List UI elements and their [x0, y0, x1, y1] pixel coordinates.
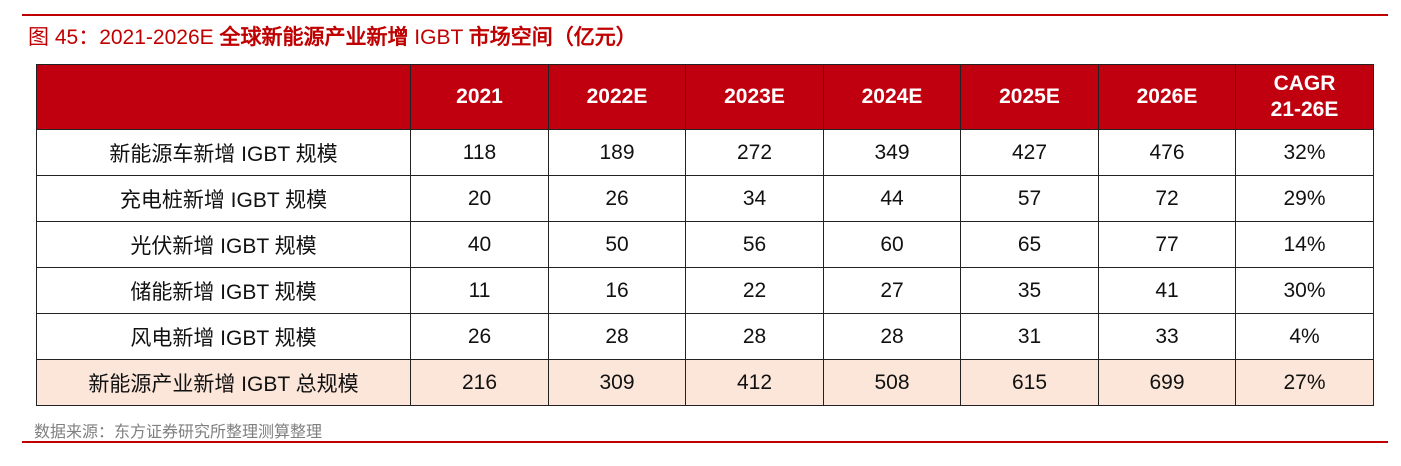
- row-label-cell: 光伏新增 IGBT 规模: [36, 221, 411, 268]
- value-cell: 309: [548, 359, 686, 406]
- row-label-cell: 风电新增 IGBT 规模: [36, 313, 411, 360]
- value-cell: 31: [960, 313, 1099, 360]
- value-cell: 349: [823, 129, 961, 176]
- header-cagr-cell: CAGR 21-26E: [1235, 64, 1374, 130]
- value-cell: 476: [1098, 129, 1236, 176]
- table-row: 风电新增 IGBT 规模 26 28 28 28 31 33 4%: [36, 313, 1374, 360]
- table-row: 储能新增 IGBT 规模 11 16 22 27 35 41 30%: [36, 267, 1374, 314]
- header-year-cell: 2026E: [1098, 64, 1236, 130]
- header-year-cell: 2025E: [960, 64, 1099, 130]
- cagr-line2: 21-26E: [1270, 98, 1339, 121]
- value-cell: 72: [1098, 175, 1236, 222]
- value-cell: 699: [1098, 359, 1236, 406]
- figure-caption: 图 45：2021-2026E 全球新能源产业新增 IGBT 市场空间（亿元）: [28, 18, 637, 58]
- value-cell: 26: [548, 175, 686, 222]
- caption-bold-part1: 全球新能源产业新增: [219, 26, 409, 49]
- value-cell: 412: [685, 359, 824, 406]
- header-year-cell: 2021: [410, 64, 549, 130]
- header-row: 2021 2022E 2023E 2024E 2025E 2026E CAGR 2…: [36, 64, 1374, 130]
- value-cell: 57: [960, 175, 1099, 222]
- row-label-cell: 新能源产业新增 IGBT 总规模: [36, 359, 411, 406]
- value-cell: 56: [685, 221, 824, 268]
- value-cell: 27: [823, 267, 961, 314]
- header-year-cell: 2024E: [823, 64, 961, 130]
- table-row: 光伏新增 IGBT 规模 40 50 56 60 65 77 14%: [36, 221, 1374, 268]
- top-rule: [22, 14, 1388, 16]
- bottom-rule: [22, 441, 1388, 443]
- value-cell: 50: [548, 221, 686, 268]
- value-cell: 118: [410, 129, 549, 176]
- header-year-cell: 2022E: [548, 64, 686, 130]
- value-cell: 16: [548, 267, 686, 314]
- value-cell: 34: [685, 175, 824, 222]
- cagr-cell: 4%: [1235, 313, 1374, 360]
- data-source-note: 数据来源：东方证券研究所整理测算整理: [34, 424, 323, 441]
- cagr-cell: 27%: [1235, 359, 1374, 406]
- value-cell: 40: [410, 221, 549, 268]
- value-cell: 615: [960, 359, 1099, 406]
- value-cell: 11: [410, 267, 549, 314]
- value-cell: 272: [685, 129, 824, 176]
- value-cell: 508: [823, 359, 961, 406]
- value-cell: 65: [960, 221, 1099, 268]
- value-cell: 28: [548, 313, 686, 360]
- row-label-cell: 新能源车新增 IGBT 规模: [36, 129, 411, 176]
- table-row: 充电桩新增 IGBT 规模 20 26 34 44 57 72 29%: [36, 175, 1374, 222]
- value-cell: 22: [685, 267, 824, 314]
- caption-prefix: 图 45：2021-2026E: [28, 26, 220, 49]
- cagr-cell: 30%: [1235, 267, 1374, 314]
- table-row: 新能源车新增 IGBT 规模 118 189 272 349 427 476 32%: [36, 129, 1374, 176]
- value-cell: 28: [685, 313, 824, 360]
- value-cell: 427: [960, 129, 1099, 176]
- value-cell: 41: [1098, 267, 1236, 314]
- igbt-market-table: 2021 2022E 2023E 2024E 2025E 2026E CAGR 2…: [36, 64, 1374, 406]
- caption-mid: IGBT: [408, 26, 469, 49]
- value-cell: 20: [410, 175, 549, 222]
- value-cell: 35: [960, 267, 1099, 314]
- value-cell: 28: [823, 313, 961, 360]
- value-cell: 216: [410, 359, 549, 406]
- cagr-cell: 32%: [1235, 129, 1374, 176]
- value-cell: 60: [823, 221, 961, 268]
- row-label-cell: 充电桩新增 IGBT 规模: [36, 175, 411, 222]
- header-year-cell: 2023E: [685, 64, 824, 130]
- row-label-cell: 储能新增 IGBT 规模: [36, 267, 411, 314]
- value-cell: 189: [548, 129, 686, 176]
- cagr-cell: 29%: [1235, 175, 1374, 222]
- header-label-cell: [36, 64, 411, 130]
- value-cell: 33: [1098, 313, 1236, 360]
- value-cell: 26: [410, 313, 549, 360]
- total-row: 新能源产业新增 IGBT 总规模 216 309 412 508 615 699 27%: [36, 359, 1374, 406]
- value-cell: 44: [823, 175, 961, 222]
- value-cell: 77: [1098, 221, 1236, 268]
- caption-bold-part2: 市场空间（亿元）: [468, 26, 637, 49]
- cagr-cell: 14%: [1235, 221, 1374, 268]
- cagr-line1: CAGR: [1273, 72, 1336, 95]
